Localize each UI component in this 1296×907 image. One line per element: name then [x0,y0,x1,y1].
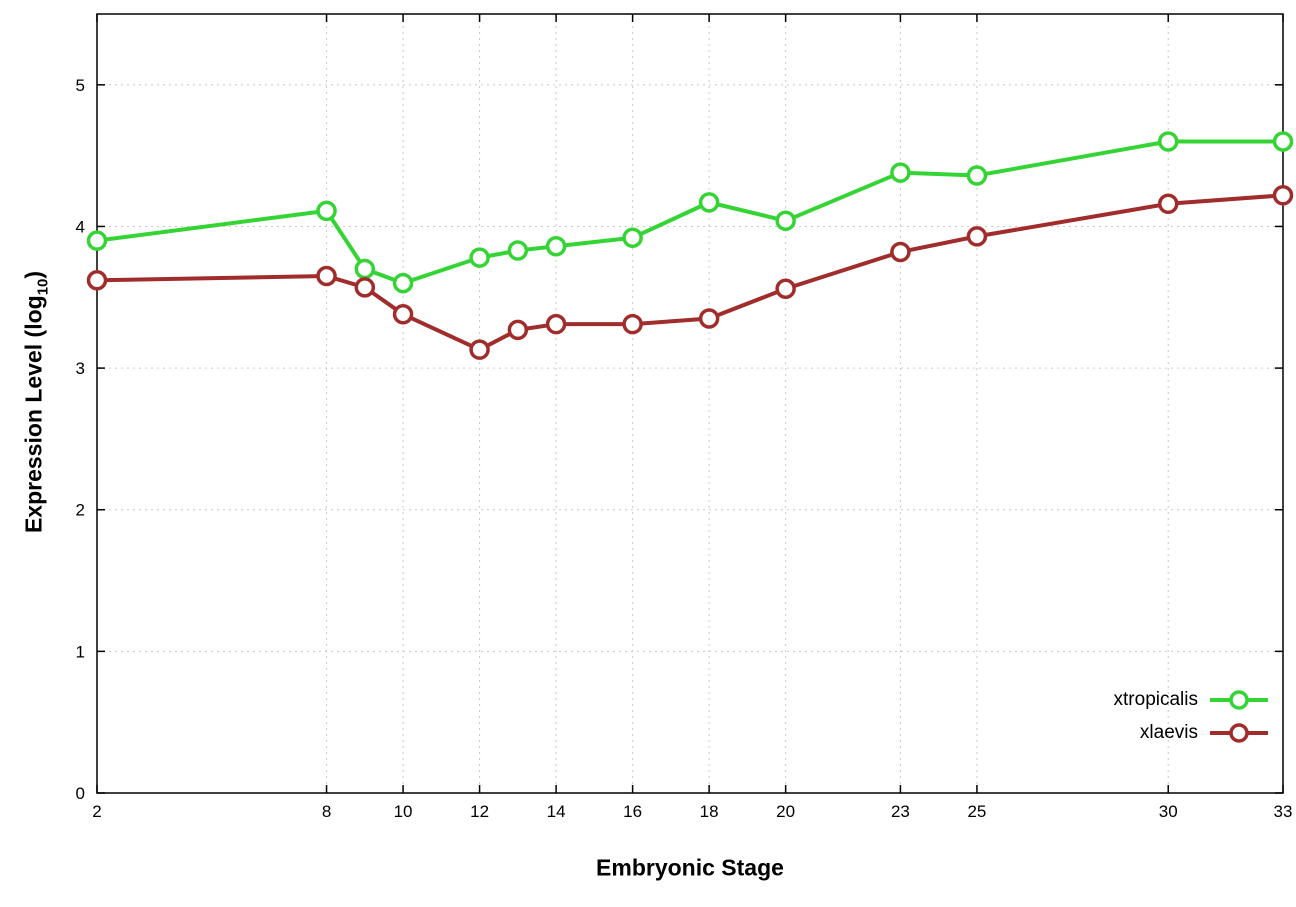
series-line-xtropicalis [95,139,1285,286]
series-marker-xlaevis [354,277,376,298]
legend-swatch-xlaevis [1210,722,1268,743]
y-tick-label: 1 [76,642,85,661]
x-axis-label: Embryonic Stage [596,854,784,881]
x-tick-label: 14 [547,802,566,821]
y-tick-label: 0 [76,784,85,803]
y-axis-label: Expression Level (log10) [21,271,52,533]
series-marker-xtropicalis [698,192,720,213]
x-tick-label: 16 [623,802,642,821]
series-marker-xlaevis [698,308,720,329]
x-tick-label: 30 [1159,802,1178,821]
series-marker-xtropicalis [622,227,643,249]
x-tick-label: 18 [700,802,719,821]
legend: xtropicalis xlaevis [1114,685,1270,747]
legend-item-xlaevis: xlaevis [1114,718,1270,747]
legend-swatch-xtropicalis [1210,689,1268,710]
x-tick-label: 20 [776,802,795,821]
y-axis-label-close: ) [20,270,47,279]
x-tick-label: 23 [891,802,910,821]
series-marker-xlaevis [1272,185,1294,206]
legend-marker-circle-icon [1229,722,1249,743]
y-axis-label-subscript: 10 [34,278,52,296]
y-tick-label: 3 [76,359,85,378]
series-marker-xlaevis [469,339,490,360]
series-marker-xtropicalis [890,162,911,183]
series-marker-xtropicalis [507,240,529,261]
x-tick-label: 25 [967,802,986,821]
series-marker-xlaevis [86,270,108,291]
y-axis-label-text: Expression Level (log [20,295,47,534]
plot-border [96,13,1284,794]
series-marker-xtropicalis [1272,131,1294,152]
series-marker-xlaevis [966,226,988,247]
x-tick-label: 12 [470,802,489,821]
x-tick-label: 33 [1274,802,1293,821]
series-marker-xlaevis [622,313,643,335]
series-marker-xtropicalis [354,258,376,280]
x-tick-label: 2 [92,802,101,821]
y-tick-label: 4 [76,217,85,236]
series-marker-xtropicalis [392,272,414,294]
series-marker-xtropicalis [1157,131,1179,152]
series-marker-xlaevis [775,278,796,300]
series-marker-xlaevis [316,265,337,287]
series-marker-xlaevis [890,241,911,263]
x-tick-label: 10 [394,802,413,821]
series-marker-xtropicalis [966,165,988,186]
series-marker-xtropicalis [469,247,490,268]
series-marker-xtropicalis [775,210,796,232]
series-marker-xlaevis [392,304,414,325]
legend-label: xtropicalis [1113,688,1198,710]
series-marker-xtropicalis [545,236,567,257]
legend-marker-circle-icon [1229,689,1249,710]
x-tick-label: 8 [322,802,331,821]
series-marker-xtropicalis [86,230,108,251]
series-marker-xlaevis [1157,193,1179,215]
legend-label: xlaevis [1139,721,1198,743]
series-marker-xlaevis [507,319,529,341]
series-marker-xtropicalis [316,200,337,222]
legend-item-xtropicalis: xtropicalis [1114,685,1270,714]
series-marker-xlaevis [545,313,567,335]
y-tick-label: 5 [76,76,85,95]
y-tick-label: 2 [76,501,85,520]
